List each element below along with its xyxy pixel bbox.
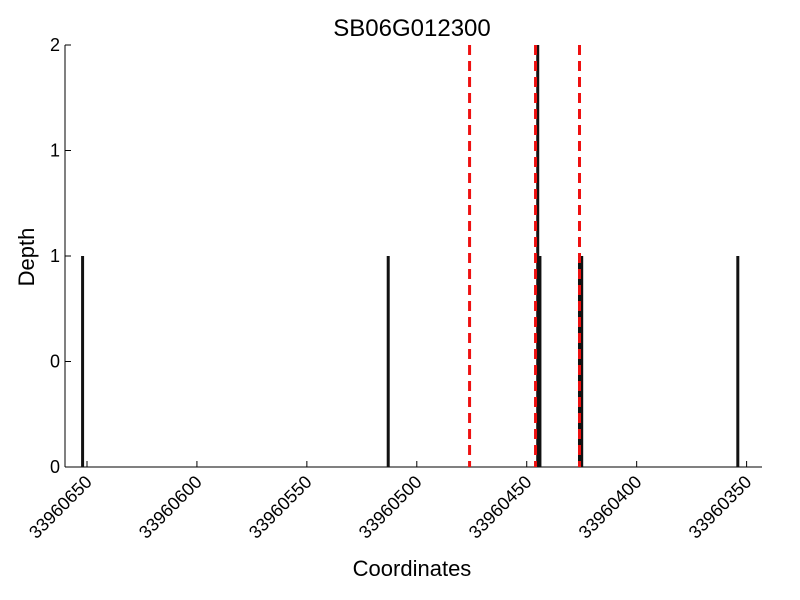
x-tick-label: 33960600	[135, 472, 206, 543]
y-tick-label: 1	[50, 246, 60, 266]
x-tick-label: 33960450	[465, 472, 536, 543]
bar	[386, 256, 390, 467]
x-tick-label: 33960500	[355, 472, 426, 543]
bar	[736, 256, 740, 467]
y-axis-label: Depth	[14, 228, 39, 287]
x-tick-label: 33960400	[575, 472, 646, 543]
bar	[538, 256, 542, 467]
x-tick-label: 33960350	[685, 472, 756, 543]
x-axis-label: Coordinates	[353, 556, 472, 581]
x-tick-label: 33960550	[245, 472, 316, 543]
y-tick-label: 0	[50, 352, 60, 372]
y-tick-label: 1	[50, 141, 60, 161]
y-tick-label: 2	[50, 35, 60, 55]
plot-area: 0 0 1 1 2 33960650 33960600 33960550 33960500 339…	[25, 35, 762, 542]
y-tick-label: 0	[50, 457, 60, 477]
bar	[81, 256, 85, 467]
bar	[578, 256, 582, 467]
x-tick-label: 33960650	[25, 472, 96, 543]
bar	[580, 256, 584, 467]
chart-title: SB06G012300	[333, 15, 490, 42]
bar	[536, 45, 540, 467]
